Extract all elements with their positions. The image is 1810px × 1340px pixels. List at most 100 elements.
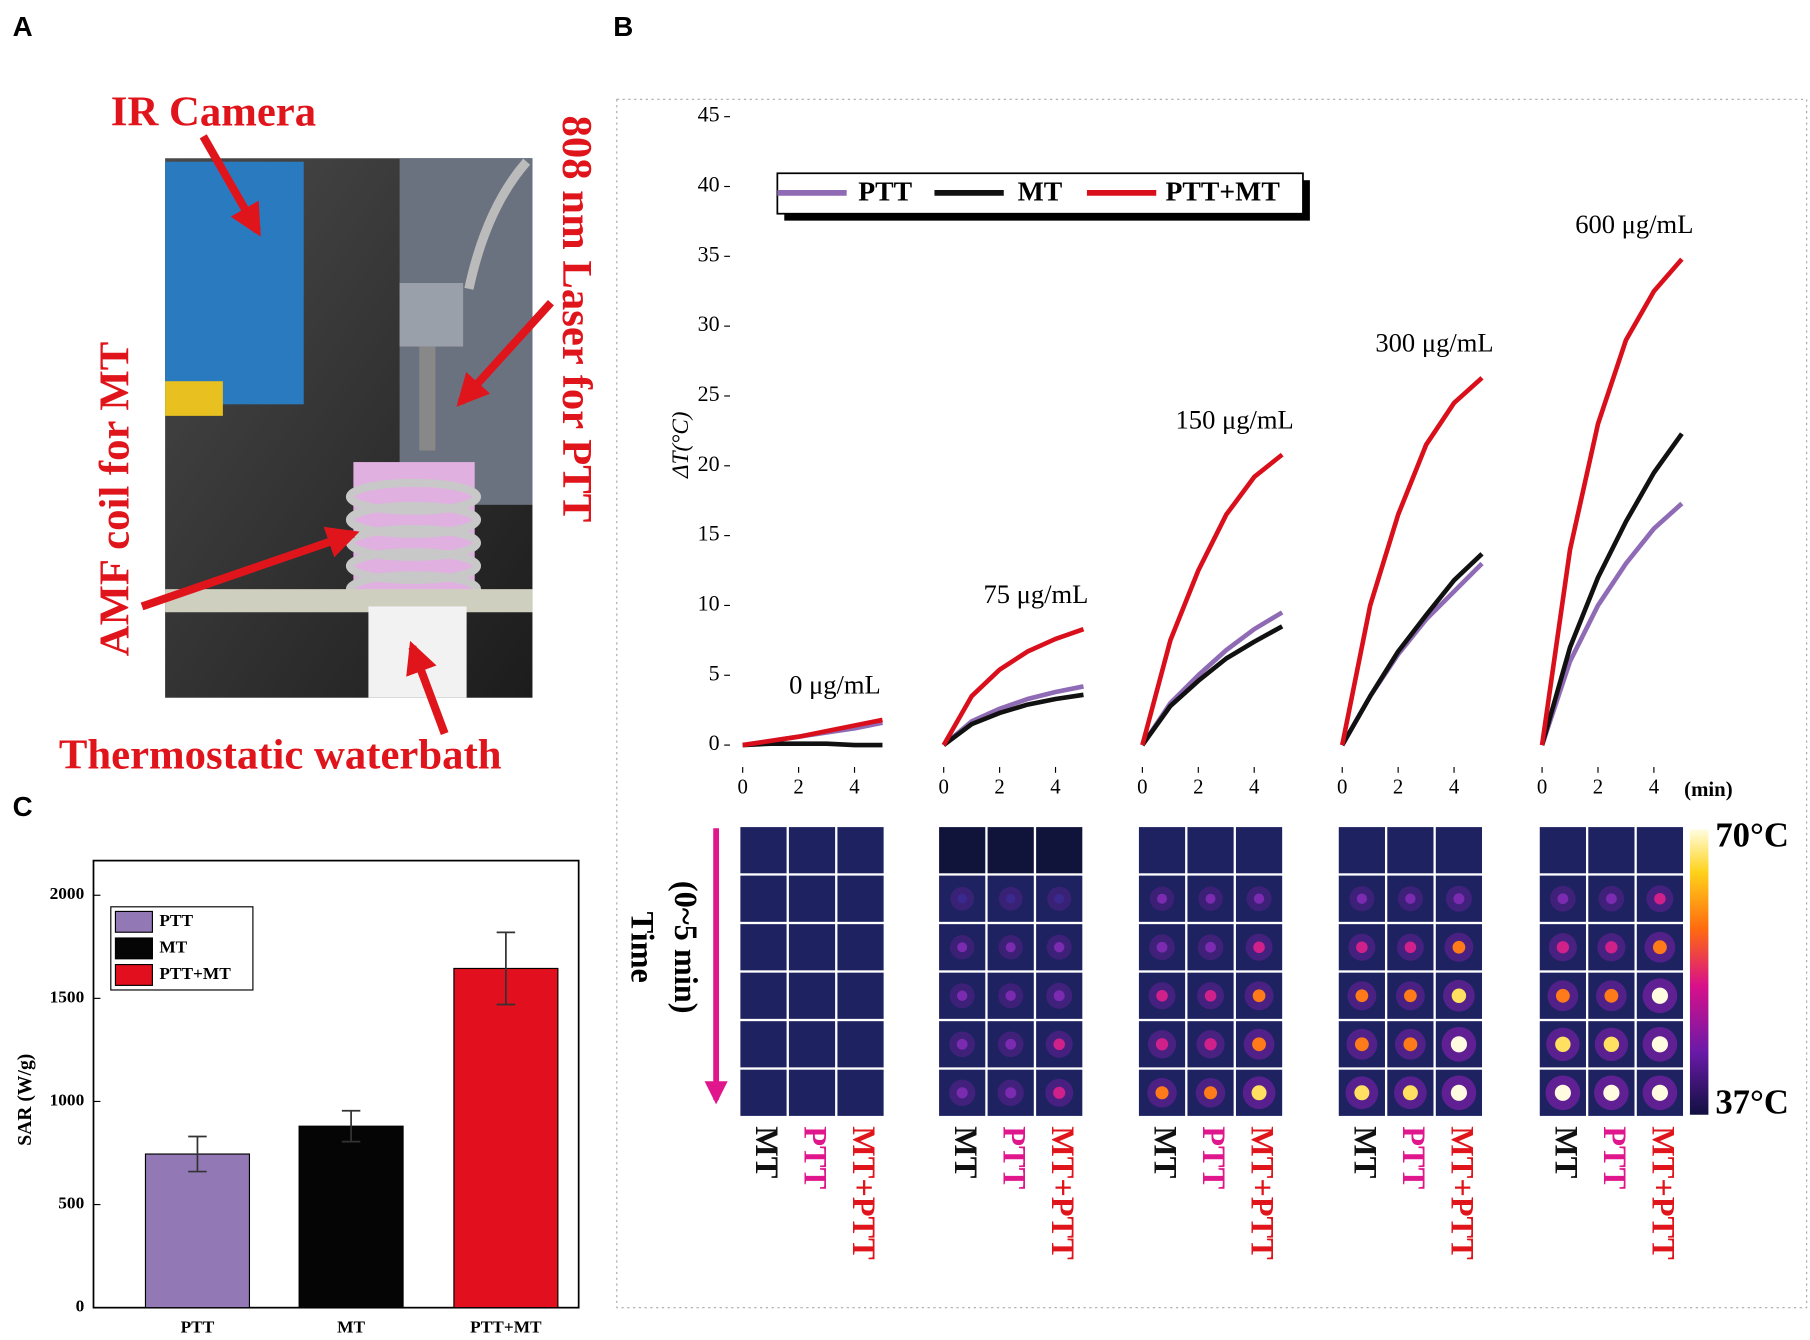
curve xyxy=(1140,610,1284,747)
thermal-spot xyxy=(1603,1084,1620,1101)
thermal-cell xyxy=(939,827,986,874)
thermal-spot xyxy=(1252,1037,1266,1052)
error-bar xyxy=(188,1135,207,1173)
legend-label: PTT xyxy=(858,175,912,206)
x-tick-label: 4 xyxy=(1449,776,1460,799)
column-label: MT+PTT xyxy=(846,1126,882,1260)
thermal-spot xyxy=(1452,940,1466,954)
y-axis-label: ΔT(°C) xyxy=(667,412,693,479)
thermal-cell xyxy=(1636,827,1684,874)
y-tick-label: 500 xyxy=(58,1194,84,1213)
thermal-spot xyxy=(1557,893,1569,905)
column-label: PTT xyxy=(1396,1126,1432,1189)
thermal-spot xyxy=(1155,1038,1169,1051)
thermal-cell xyxy=(1187,827,1234,874)
y-tick-label: 35 xyxy=(698,241,720,266)
thermal-spot xyxy=(1253,893,1265,904)
y-tick-label: 5 xyxy=(709,660,720,685)
column-label: PTT xyxy=(1196,1126,1232,1189)
thermal-spot xyxy=(1556,941,1570,954)
column-label: PTT xyxy=(798,1126,834,1189)
annotation: Thermostatic waterbath xyxy=(59,732,502,779)
y-tick-label: 1000 xyxy=(50,1090,85,1109)
curve xyxy=(742,717,883,748)
annotation: AMF coil for MT xyxy=(92,342,139,656)
thermal-spot xyxy=(956,1087,968,1099)
x-tick-label: 2 xyxy=(1593,776,1603,799)
thermal-cell xyxy=(740,1069,787,1116)
x-tick-label: 2 xyxy=(1193,776,1203,799)
curve xyxy=(1340,552,1484,747)
thermal-spot xyxy=(1604,988,1619,1003)
y-tick-label: 0 xyxy=(709,730,720,755)
concentration-label: 300 μg/mL xyxy=(1375,328,1493,358)
time-label: Time xyxy=(624,912,660,983)
thermal-spot xyxy=(1005,990,1016,1001)
legend-swatch xyxy=(114,910,153,933)
thermal-cell xyxy=(740,1021,787,1068)
x-tick-label: 4 xyxy=(1249,776,1260,799)
thermal-spot xyxy=(1453,893,1465,905)
thermal-spot xyxy=(1205,893,1216,904)
thermal-cell xyxy=(788,1021,836,1068)
thermal-spot xyxy=(1054,893,1065,904)
thermal-spot xyxy=(1651,987,1668,1004)
thermal-spot xyxy=(1156,989,1168,1002)
thermal-cell xyxy=(788,1069,836,1116)
scale-max: 70°C xyxy=(1715,817,1789,855)
error-bar xyxy=(496,931,516,1006)
thermal-cell xyxy=(788,972,836,1019)
thermal-spot xyxy=(1605,893,1617,905)
thermal-cell xyxy=(740,875,787,922)
thermal-cell xyxy=(837,924,884,971)
thermal-cell xyxy=(788,875,836,922)
curve xyxy=(1340,561,1484,747)
column-label: MT xyxy=(948,1126,984,1179)
annotation: 808 nm Laser for PTT xyxy=(553,116,600,523)
curve xyxy=(1539,432,1684,746)
x-tick-label: 0 xyxy=(1537,776,1547,799)
thermal-spot xyxy=(1651,1036,1668,1053)
thermal-spot xyxy=(1253,941,1265,954)
thermal-spot xyxy=(1005,1087,1017,1099)
legend-box xyxy=(776,172,1304,215)
x-tick-label: PTT+MT xyxy=(470,1317,542,1336)
y-tick-label: 1500 xyxy=(50,987,85,1006)
curve xyxy=(1140,624,1284,747)
legend-label: PTT+MT xyxy=(1165,175,1280,206)
error-bar xyxy=(341,1109,361,1143)
thermal-cell xyxy=(837,972,884,1019)
thermal-spot xyxy=(1555,1036,1571,1052)
panel-label: B xyxy=(613,11,633,42)
thermal-spot xyxy=(1053,1086,1066,1099)
thermal-cell xyxy=(788,827,836,874)
thermal-spot xyxy=(1053,990,1065,1002)
thermal-cell xyxy=(740,972,787,1019)
arrows xyxy=(140,134,554,735)
panel-label: C xyxy=(13,791,33,822)
x-tick-label: 4 xyxy=(1649,776,1660,799)
x-tick-label: 2 xyxy=(793,776,803,799)
thermal-cell xyxy=(1036,827,1083,874)
thermal-cell xyxy=(740,827,787,874)
time-range: (0~5 min) xyxy=(668,881,704,1014)
scale-min: 37°C xyxy=(1715,1083,1789,1121)
thermal-spot xyxy=(1402,1085,1418,1101)
y-tick-label: 2000 xyxy=(50,884,85,903)
bar xyxy=(453,967,559,1309)
bar xyxy=(144,1153,251,1309)
thermal-spot xyxy=(1156,941,1168,953)
thermal-spot xyxy=(1204,1038,1217,1051)
y-tick-label: 25 xyxy=(698,381,720,406)
thermal-spot xyxy=(1450,1084,1467,1101)
thermal-cell xyxy=(740,924,787,971)
column-label: PTT xyxy=(1597,1126,1633,1189)
legend-label: MT xyxy=(159,937,187,956)
thermal-cell xyxy=(1435,827,1483,874)
thermal-cell xyxy=(1235,827,1283,874)
thermal-cell xyxy=(1138,827,1186,874)
thermal-spot xyxy=(1554,1084,1571,1101)
column-label: MT xyxy=(1347,1126,1383,1179)
legend-swatch xyxy=(114,963,153,986)
y-tick-label: 20 xyxy=(698,451,720,476)
